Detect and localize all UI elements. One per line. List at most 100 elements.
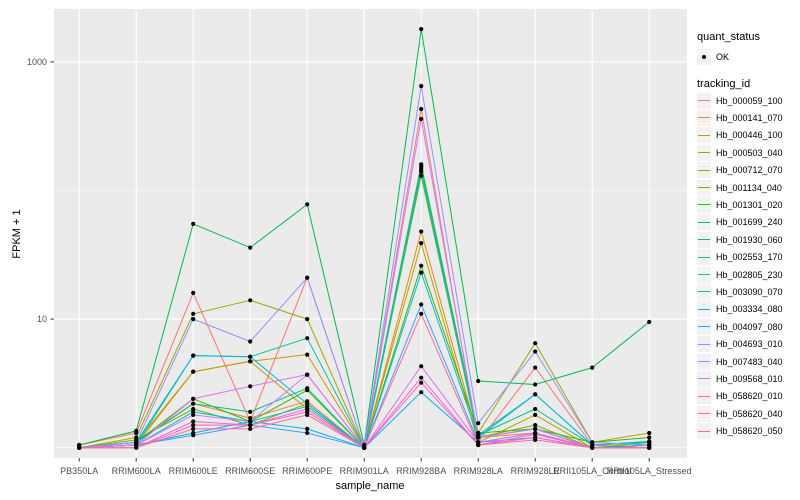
point-marker-icon (702, 54, 706, 59)
x-tick-label: RRIM600SE (225, 466, 276, 476)
data-point (248, 245, 253, 250)
legend-item-label: Hb_004693_010 (716, 339, 783, 350)
data-point (305, 406, 310, 412)
data-point (191, 369, 196, 374)
x-tick-label: RRIM600PE (282, 466, 333, 476)
data-point (305, 430, 310, 436)
data-point (305, 426, 310, 431)
data-point (533, 341, 538, 346)
data-point (305, 412, 310, 417)
data-point (533, 392, 538, 397)
data-point (248, 419, 253, 424)
key-line (698, 169, 710, 171)
x-tick-label: RRIM928LE (510, 466, 560, 476)
key-line (698, 326, 710, 328)
data-point (647, 435, 652, 440)
line-swatch-icon (697, 405, 711, 422)
y-tick-label: 1000 (26, 56, 47, 67)
legend-item-label: Hb_000503_040 (716, 147, 783, 158)
data-point (419, 229, 424, 234)
key-line (698, 274, 710, 275)
key-line (698, 378, 710, 380)
data-point (419, 364, 424, 369)
key-line (698, 152, 710, 154)
key-line (698, 308, 710, 310)
key-line (698, 256, 710, 258)
data-point (191, 221, 196, 226)
key-line (698, 291, 710, 293)
legend-item-label: Hb_002553_170 (716, 252, 783, 263)
key-line (698, 134, 710, 136)
legend-item-label: Hb_058620_040 (716, 408, 783, 419)
legend-item-Hb_007483_040: Hb_007483_040 (697, 353, 783, 370)
data-point (419, 270, 424, 275)
data-point (362, 445, 367, 450)
data-point (305, 409, 310, 414)
y-axis-title: FPKM + 1 (11, 209, 23, 259)
data-point (305, 336, 310, 341)
x-axis-title: sample_name (335, 480, 405, 492)
legend-item-Hb_003090_070: Hb_003090_070 (697, 283, 783, 300)
data-point (419, 106, 424, 112)
data-point (476, 435, 481, 440)
legend-item-Hb_001930_060: Hb_001930_060 (697, 231, 783, 248)
data-point (248, 426, 253, 431)
line-swatch-icon (697, 92, 711, 109)
line-swatch-icon (697, 336, 711, 353)
x-tick-label: RRIM901LA (339, 466, 389, 476)
data-point (248, 359, 253, 364)
data-point (419, 169, 424, 174)
data-point (305, 352, 310, 357)
legend-item-label: Hb_002805_230 (716, 269, 783, 280)
line-swatch-icon (697, 266, 711, 283)
legend-item-label: Hb_009568_010 (716, 373, 783, 384)
x-tick-label: PB350LA (60, 466, 99, 476)
legend-item-Hb_001301_020: Hb_001301_020 (697, 196, 783, 213)
legend-item-label: Hb_007483_040 (716, 356, 783, 367)
data-point (305, 275, 310, 280)
data-point (533, 382, 538, 387)
key-line (698, 239, 710, 241)
legend-item-label: Hb_003334_080 (716, 304, 783, 315)
legend-item-Hb_000446_100: Hb_000446_100 (697, 127, 783, 144)
data-point (248, 339, 253, 344)
data-point (590, 445, 595, 450)
data-point (647, 439, 652, 444)
legend-item-Hb_000712_070: Hb_000712_070 (697, 162, 783, 179)
ok-point-key (697, 48, 711, 65)
data-point (248, 384, 253, 389)
data-point (476, 378, 481, 384)
key-line (698, 204, 710, 206)
key-line (698, 100, 710, 101)
legend-item-label: Hb_000446_100 (716, 130, 783, 141)
legend-item-Hb_000141_070: Hb_000141_070 (697, 109, 783, 126)
line-swatch-icon (697, 301, 711, 318)
legend-item-Hb_004097_080: Hb_004097_080 (697, 318, 783, 335)
legend-item-Hb_002553_170: Hb_002553_170 (697, 249, 783, 266)
data-point (419, 27, 424, 32)
data-point (305, 386, 310, 391)
data-point (191, 401, 196, 406)
key-line (698, 221, 710, 223)
y-tick-label: 10 (36, 314, 47, 325)
legend-item-Hb_000503_040: Hb_000503_040 (697, 144, 783, 161)
legend-item-Hb_004693_010: Hb_004693_010 (697, 336, 783, 353)
legend-item-label: Hb_058620_010 (716, 391, 783, 402)
x-tick-label: RRIM600LE (168, 466, 218, 476)
data-point (191, 419, 196, 424)
data-point (305, 317, 310, 322)
data-point (419, 302, 424, 307)
legend-item-Hb_058620_040: Hb_058620_040 (697, 405, 783, 422)
data-point (305, 401, 310, 406)
legend-item-Hb_003334_080: Hb_003334_080 (697, 301, 783, 318)
legend-item-Hb_058620_010: Hb_058620_010 (697, 388, 783, 405)
data-point (590, 440, 595, 445)
data-point (647, 445, 652, 450)
data-point (419, 263, 424, 268)
data-point (191, 311, 196, 316)
data-point (248, 298, 253, 303)
data-point (419, 83, 424, 89)
data-point (647, 319, 652, 325)
data-point (419, 116, 424, 122)
data-point (419, 241, 424, 246)
